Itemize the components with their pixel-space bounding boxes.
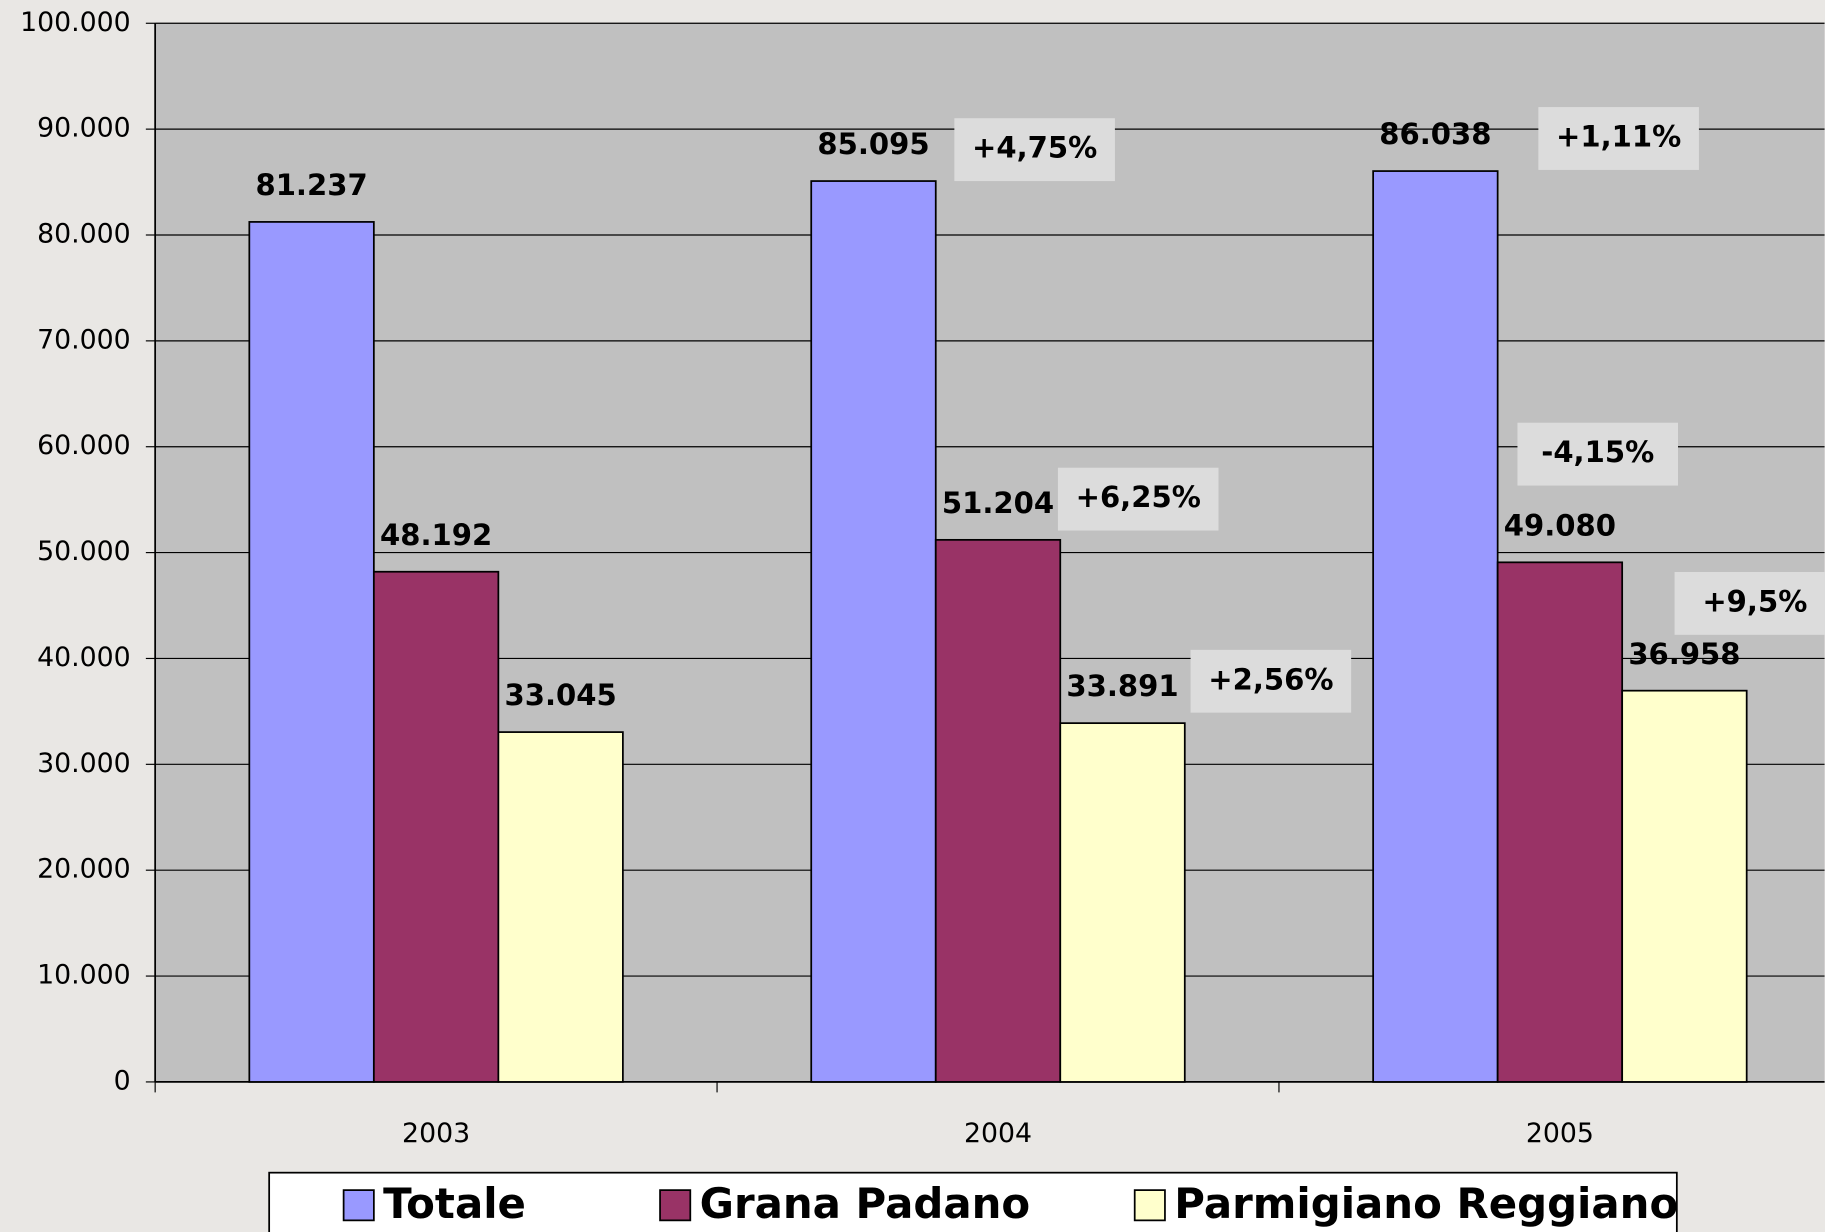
y-tick-label: 90.000 [37, 113, 131, 144]
bar [1496, 561, 1624, 1083]
change-label: -4,15% [1541, 435, 1654, 469]
legend-label: Totale [383, 1179, 526, 1228]
bar [1059, 722, 1186, 1083]
value-label: 86.038 [1379, 117, 1491, 151]
value-label: 33.891 [1066, 669, 1178, 703]
change-box [1674, 572, 1825, 635]
y-tick-label: 30.000 [37, 748, 131, 779]
change-label: +4,75% [972, 131, 1097, 165]
y-tick-label: 60.000 [37, 430, 131, 461]
value-label: 36.958 [1628, 637, 1740, 671]
x-tick-label: 2005 [1526, 1118, 1594, 1149]
bar [810, 180, 937, 1083]
value-label: 48.192 [380, 518, 492, 552]
value-label: 49.080 [1504, 508, 1616, 542]
value-label: 51.204 [942, 486, 1054, 520]
y-tick-label: 100.000 [20, 7, 131, 38]
bar [497, 731, 624, 1083]
change-box [1190, 649, 1352, 713]
y-tick-label: 10.000 [37, 960, 131, 991]
legend-label: Grana Padano [700, 1179, 1031, 1228]
x-tick-label: 2003 [402, 1118, 470, 1149]
legend-box [268, 1171, 1678, 1232]
change-label: +9,5% [1702, 584, 1807, 618]
value-label: 33.045 [505, 678, 617, 712]
y-tick-label: 80.000 [37, 218, 131, 249]
change-box [954, 118, 1115, 182]
y-tick-label: 70.000 [37, 324, 131, 355]
change-label: +6,25% [1076, 480, 1201, 514]
bar [934, 538, 1062, 1083]
bar [372, 570, 500, 1083]
bar [248, 221, 375, 1083]
legend-label: Parmigiano Reggiano [1174, 1179, 1678, 1228]
change-box [1517, 422, 1679, 486]
legend-swatch [659, 1189, 692, 1222]
change-box [1057, 467, 1219, 531]
change-label: +2,56% [1208, 662, 1333, 696]
bar [1372, 170, 1499, 1083]
legend-swatch [342, 1189, 375, 1222]
bar [1621, 689, 1748, 1083]
y-tick-label: 0 [114, 1065, 131, 1096]
y-tick-label: 50.000 [37, 536, 131, 567]
change-label: +1,11% [1556, 120, 1681, 154]
change-box [1538, 107, 1699, 170]
value-label: 81.237 [255, 168, 367, 202]
legend-swatch [1133, 1189, 1166, 1222]
y-tick-label: 40.000 [37, 642, 131, 673]
x-tick-label: 2004 [964, 1118, 1032, 1149]
y-tick-label: 20.000 [37, 854, 131, 885]
value-label: 85.095 [817, 127, 929, 161]
